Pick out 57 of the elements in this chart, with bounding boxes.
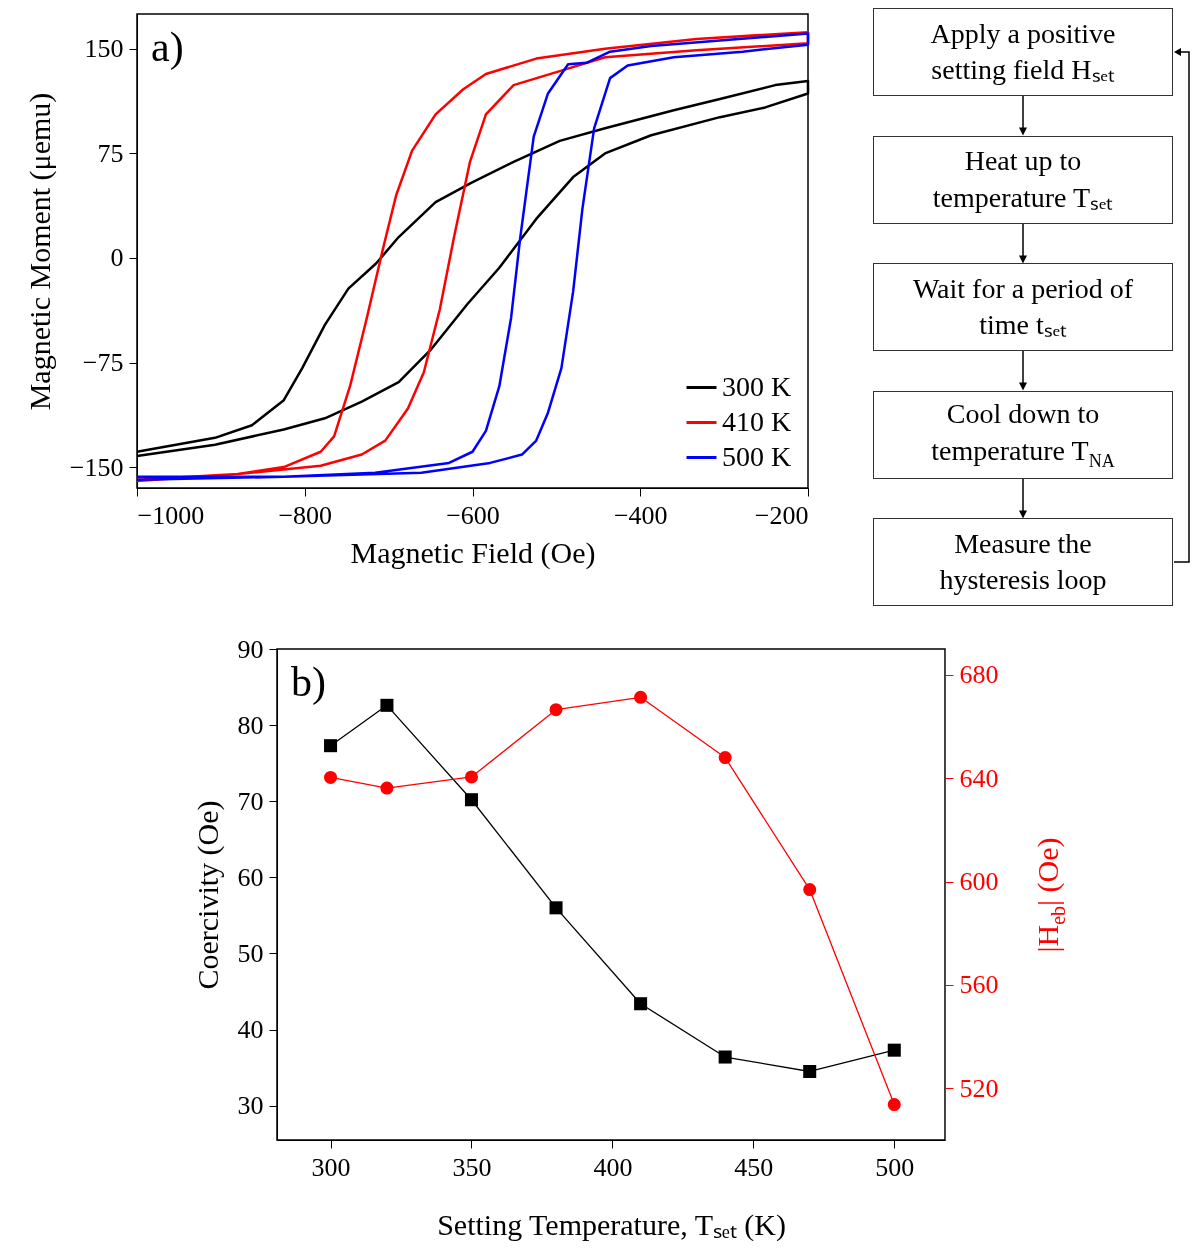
point bbox=[718, 1050, 732, 1064]
point bbox=[718, 751, 732, 765]
y2-tick-label: 560 bbox=[959, 970, 999, 1000]
point bbox=[803, 1064, 817, 1079]
y-tick-label: 75 bbox=[97, 138, 124, 168]
y-axis-title: Magnetic Moment (μemu) bbox=[22, 92, 57, 411]
point bbox=[887, 1098, 901, 1112]
x-tick-label: 450 bbox=[734, 1152, 774, 1182]
x-tick-label: 350 bbox=[452, 1152, 492, 1182]
y2-tick-label: 640 bbox=[959, 763, 999, 793]
flowchart-box: Cool down to temperature T$_{NA}$ bbox=[873, 390, 1173, 479]
point bbox=[634, 690, 648, 704]
point bbox=[803, 883, 817, 897]
y-tick-label: 150 bbox=[84, 34, 124, 64]
annotation: a) bbox=[151, 24, 184, 71]
flowchart-box: Measure the hysteresis loop bbox=[873, 518, 1173, 606]
point bbox=[549, 901, 563, 915]
x-tick-label: 500 bbox=[875, 1152, 915, 1182]
x-axis-title: Magnetic Field (Oe) bbox=[350, 535, 596, 570]
x-tick-label: −400 bbox=[613, 500, 668, 530]
y-tick-label: 70 bbox=[237, 786, 264, 816]
x-tick-label: −1000 bbox=[137, 500, 205, 530]
legend-label: 500 K bbox=[722, 440, 792, 472]
legend-label: 300 K bbox=[722, 370, 792, 402]
y2-tick-label: 520 bbox=[959, 1073, 999, 1103]
x-tick-label: 400 bbox=[593, 1152, 633, 1182]
y-tick-label: 0 bbox=[110, 243, 124, 273]
y-tick-label: 30 bbox=[237, 1091, 264, 1121]
y2-tick-label: 680 bbox=[959, 660, 999, 690]
flowchart-box: Wait for a period of time tₛₑₜ bbox=[873, 263, 1173, 351]
y-axis-title: Coercivity (Oe) bbox=[190, 800, 225, 990]
y-tick-label: 80 bbox=[237, 710, 264, 740]
x-tick-label: −800 bbox=[278, 500, 333, 530]
x-tick-label: −200 bbox=[754, 500, 809, 530]
point bbox=[380, 781, 394, 795]
legend-label: 410 K bbox=[722, 405, 792, 437]
point bbox=[464, 770, 478, 784]
flowchart-box: Apply a positive setting field Hₛₑₜ bbox=[873, 8, 1173, 96]
y-tick-label: 40 bbox=[237, 1015, 264, 1045]
y-tick-label: 50 bbox=[237, 939, 264, 968]
annotation: b) bbox=[291, 659, 326, 706]
point bbox=[380, 698, 394, 712]
y-tick-label: −150 bbox=[69, 452, 124, 482]
point bbox=[324, 770, 338, 784]
point bbox=[887, 1043, 901, 1057]
point bbox=[549, 703, 563, 717]
y2-tick-label: 600 bbox=[959, 867, 999, 897]
y-tick-label: 90 bbox=[237, 634, 264, 664]
point bbox=[634, 997, 648, 1011]
x-tick-label: 300 bbox=[311, 1152, 351, 1182]
point bbox=[464, 793, 478, 807]
y-tick-label: −75 bbox=[82, 348, 124, 378]
flowchart-box: Heat up to temperature Tₛₑₜ bbox=[873, 135, 1173, 224]
point bbox=[324, 739, 338, 753]
y-tick-label: 60 bbox=[237, 862, 264, 892]
x-tick-label: −600 bbox=[446, 500, 500, 530]
x-axis-title: Setting Temperature, Tₛₑₜ (K) bbox=[437, 1207, 786, 1242]
